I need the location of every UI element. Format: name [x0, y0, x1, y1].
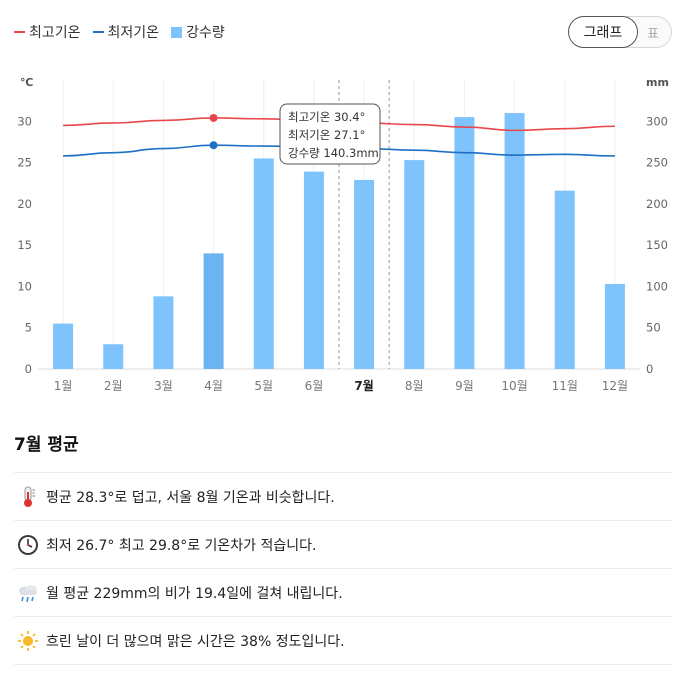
x-tick-label[interactable]: 8월 [405, 379, 424, 393]
x-tick-label[interactable]: 4월 [204, 379, 223, 393]
sun-icon [18, 630, 38, 651]
y-right-tick-label: 100 [646, 279, 668, 293]
y-left-tick-label: 30 [17, 114, 32, 128]
summary-text-range: 최저 26.7° 최고 29.8°로 기온차가 적습니다. [46, 537, 317, 554]
precip-bar[interactable] [354, 179, 375, 369]
x-tick-label[interactable]: 5월 [254, 379, 273, 393]
precip-bar[interactable] [454, 117, 475, 370]
y-right-tick-label: 50 [646, 321, 661, 335]
legend-max-temp-swatch [14, 31, 25, 33]
y-right-tick-label: 150 [646, 238, 668, 252]
y-right-tick-label: 0 [646, 362, 653, 376]
summary-row-range: 최저 26.7° 최고 29.8°로 기온차가 적습니다. [14, 520, 672, 568]
tooltip-line: 최저기온 27.1° [288, 128, 365, 142]
y-right-tick-label: 250 [646, 156, 668, 170]
rain-cloud-icon [19, 584, 37, 602]
legend-min-temp[interactable]: 최저기온 [92, 22, 160, 42]
summary-row-rain: 월 평균 229mm의 비가 19.4일에 걸쳐 내립니다. [14, 568, 672, 616]
x-tick-label[interactable]: 12월 [602, 379, 628, 393]
legend-max-temp[interactable]: 최고기온 [14, 22, 81, 42]
summary-title: 7월 평균 [14, 435, 79, 455]
x-tick-label[interactable]: 7월 [354, 378, 373, 393]
x-tick-label[interactable]: 1월 [54, 379, 73, 393]
graph-view-button[interactable]: 그래프 [568, 16, 638, 48]
clock-icon [18, 534, 38, 555]
precip-bar[interactable] [253, 158, 274, 369]
thermometer-icon [24, 486, 35, 507]
x-tick-label[interactable]: 3월 [154, 379, 173, 393]
precip-bar[interactable] [153, 296, 174, 369]
legend-min-temp-swatch [92, 31, 104, 33]
x-tick-label[interactable]: 6월 [305, 379, 324, 393]
precip-bar[interactable] [504, 113, 525, 370]
tooltip-box [279, 103, 381, 165]
y-right-tick-label: 200 [646, 197, 668, 211]
x-tick-label[interactable]: 10월 [501, 379, 527, 393]
x-tick-label[interactable]: 11월 [552, 379, 578, 393]
precip-bar[interactable] [604, 283, 625, 369]
tooltip-line: 강수량 140.3mm [288, 146, 379, 160]
min-temp-point[interactable] [209, 141, 218, 150]
chart-tooltip: 최고기온 30.4° 최저기온 27.1° 강수량 140.3mm [279, 103, 381, 165]
summary-text-sun: 흐린 날이 더 많으며 맑은 시간은 38% 정도입니다. [46, 633, 345, 650]
precip-bar[interactable] [103, 344, 124, 369]
precip-bar[interactable] [303, 171, 324, 369]
y-right-tick-label: 300 [646, 114, 668, 128]
legend-precip-label: 강수량 [186, 25, 225, 41]
y-left-tick-label: 25 [17, 156, 32, 170]
max-temp-point[interactable] [209, 113, 218, 122]
chart-legend: 최고기온 최저기온 강수량 [14, 22, 237, 42]
precip-bar[interactable] [203, 253, 224, 369]
legend-max-temp-label: 최고기온 [29, 25, 81, 41]
x-tick-label[interactable]: 9월 [455, 379, 474, 393]
y-left-tick-label: 0 [25, 362, 32, 376]
y-right-unit: mm [646, 76, 669, 89]
summary-row-sun: 흐린 날이 더 많으며 맑은 시간은 38% 정도입니다. [14, 616, 672, 665]
legend-min-temp-label: 최저기온 [107, 25, 160, 41]
precip-bar[interactable] [554, 190, 575, 369]
precip-bar[interactable] [53, 323, 74, 369]
precip-bar[interactable] [404, 160, 425, 369]
table-view-button[interactable]: 표 [647, 26, 659, 42]
y-left-unit: ℃ [20, 76, 33, 89]
y-left-tick-label: 15 [17, 238, 32, 252]
legend-precip[interactable]: 강수량 [171, 22, 225, 42]
y-left-tick-label: 20 [17, 197, 32, 211]
legend-precip-swatch [171, 26, 183, 38]
tooltip-line: 최고기온 30.4° [288, 110, 365, 124]
precip-bars [53, 113, 625, 370]
view-toggle: 그래프 표 [568, 16, 672, 48]
summary-text-rain: 월 평균 229mm의 비가 19.4일에 걸쳐 내립니다. [46, 585, 343, 602]
x-tick-label[interactable]: 2월 [104, 379, 123, 393]
summary-row-temp: 평균 28.3°로 덥고, 서울 8월 기온과 비슷합니다. [14, 472, 672, 520]
summary-list: 평균 28.3°로 덥고, 서울 8월 기온과 비슷합니다. 최저 26.7° … [14, 472, 672, 665]
y-left-tick-label: 5 [25, 321, 32, 335]
y-left-tick-label: 10 [17, 279, 32, 293]
summary-text-temp: 평균 28.3°로 덥고, 서울 8월 기온과 비슷합니다. [46, 489, 335, 506]
